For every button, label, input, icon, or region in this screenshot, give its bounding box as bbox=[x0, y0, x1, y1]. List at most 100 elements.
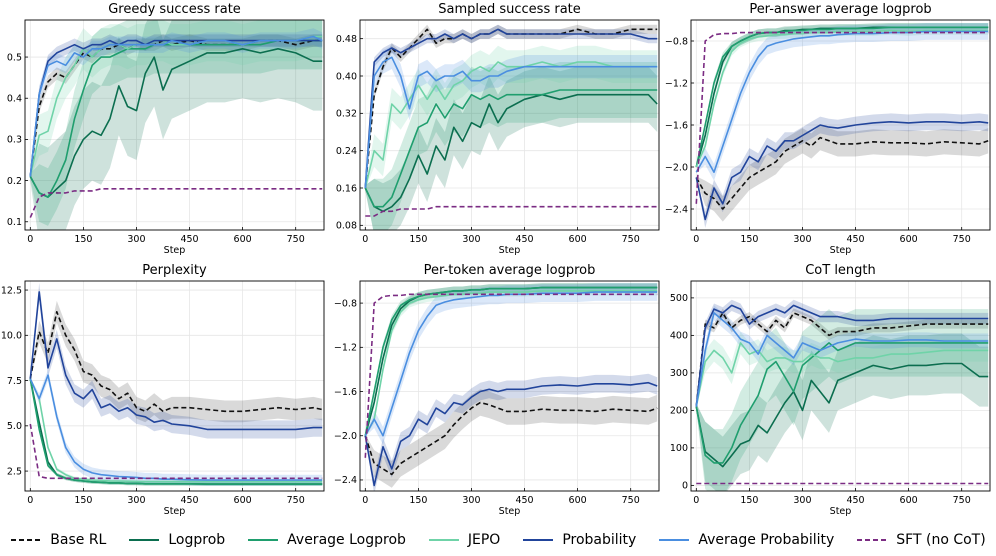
plot-area bbox=[29, 20, 323, 230]
plot-area bbox=[364, 24, 658, 230]
x-tick-label: 0 bbox=[693, 234, 699, 245]
series-line-base-rl bbox=[29, 310, 323, 413]
band-base-rl bbox=[30, 300, 323, 423]
y-tick-label: 0.1 bbox=[7, 217, 22, 228]
legend-item-jepo: JEPO bbox=[428, 532, 500, 548]
axes-frame bbox=[359, 19, 660, 231]
axes-frame bbox=[690, 280, 991, 492]
y-tick-label: 0.08 bbox=[336, 221, 357, 232]
chart-panel-per-token-average-logprob: Per-token average logprob 0 150 300 450 600 75… bbox=[334, 263, 660, 517]
chart-title: Greedy success rate bbox=[108, 2, 241, 17]
band-average-probability bbox=[696, 23, 989, 181]
series-line-sft-no-cot bbox=[365, 205, 658, 217]
y-tick-label: 400 bbox=[670, 331, 688, 342]
y-tick-label: 0.48 bbox=[336, 34, 357, 45]
x-axis-label: Step bbox=[830, 506, 852, 517]
x-tick-label: 150 bbox=[740, 495, 758, 506]
x-tick-label: 150 bbox=[409, 495, 427, 506]
x-axis-label: Step bbox=[830, 245, 852, 256]
series-line-average-logprob bbox=[695, 342, 989, 464]
legend-swatch bbox=[659, 539, 690, 541]
x-tick-label: 0 bbox=[27, 234, 33, 245]
y-tick-label: 2.5 bbox=[7, 466, 22, 477]
figure-canvas: Greedy success rate 0 150 300 450 600 750 0.1 0.… bbox=[1, 2, 991, 517]
band-base-rl bbox=[30, 34, 323, 178]
legend-swatch bbox=[523, 539, 554, 541]
chart-title: Sampled success rate bbox=[438, 2, 581, 17]
series-line-average-probability bbox=[695, 30, 989, 173]
y-tick-label: −2.0 bbox=[334, 431, 357, 442]
band-base-rl bbox=[696, 308, 989, 408]
axes-frame bbox=[359, 280, 660, 492]
x-tick-label: 450 bbox=[180, 495, 198, 506]
series-line-jepo bbox=[695, 342, 989, 407]
x-tick-label: 450 bbox=[846, 495, 864, 506]
series-line-probability bbox=[29, 291, 323, 431]
plot-area bbox=[695, 299, 989, 491]
series-line-average-logprob bbox=[29, 39, 323, 198]
x-tick-label: 750 bbox=[953, 495, 971, 506]
series-line-base-rl bbox=[695, 312, 989, 407]
band-average-probability bbox=[365, 283, 658, 445]
x-tick-label: 0 bbox=[27, 495, 33, 506]
x-tick-label: 300 bbox=[127, 495, 145, 506]
series-line-jepo bbox=[364, 290, 658, 437]
x-tick-label: 150 bbox=[409, 234, 427, 245]
band-probability bbox=[696, 113, 989, 228]
x-tick-label: 750 bbox=[622, 234, 640, 245]
y-tick-label: 12.5 bbox=[1, 285, 22, 296]
x-tick-label: 750 bbox=[953, 234, 971, 245]
legend-label: Average Logprob bbox=[287, 532, 406, 548]
series-line-probability bbox=[695, 121, 989, 221]
y-tick-label: 0.16 bbox=[336, 183, 357, 194]
x-tick-label: 300 bbox=[793, 234, 811, 245]
band-probability bbox=[365, 373, 658, 491]
x-tick-label: 450 bbox=[180, 234, 198, 245]
legend-swatch bbox=[129, 539, 160, 541]
series-line-average-probability bbox=[364, 291, 658, 437]
x-tick-label: 600 bbox=[900, 495, 918, 506]
band-average-probability bbox=[365, 45, 658, 190]
series-line-base-rl bbox=[695, 136, 989, 210]
y-tick-label: −0.8 bbox=[334, 298, 357, 309]
series-line-average-logprob bbox=[364, 89, 658, 208]
series-line-sft-no-cot bbox=[29, 423, 323, 480]
series-line-probability bbox=[364, 28, 658, 189]
x-tick-label: 600 bbox=[234, 495, 252, 506]
x-tick-label: 150 bbox=[74, 234, 92, 245]
y-tick-label: −1.2 bbox=[334, 343, 357, 354]
series-line-logprob bbox=[364, 93, 658, 213]
x-axis-label: Step bbox=[499, 245, 521, 256]
band-jepo bbox=[696, 331, 989, 408]
y-tick-label: 100 bbox=[670, 443, 688, 454]
legend: Base RL Logprob Average Logprob JEPO Probabi… bbox=[0, 526, 996, 554]
band-jepo bbox=[30, 20, 323, 179]
y-tick-label: 0.3 bbox=[7, 135, 22, 146]
series-line-average-probability bbox=[364, 56, 658, 189]
band-logprob bbox=[365, 66, 658, 230]
series-line-sft-no-cot bbox=[364, 293, 658, 458]
x-axis-label: Step bbox=[164, 245, 186, 256]
legend-swatch bbox=[857, 539, 888, 541]
legend-swatch bbox=[248, 539, 279, 541]
band-jepo bbox=[365, 45, 658, 190]
series-line-probability bbox=[695, 304, 989, 407]
plot-area bbox=[364, 283, 658, 491]
legend-label: Base RL bbox=[50, 532, 107, 548]
band-average-probability bbox=[696, 305, 989, 408]
legend-label: Average Probability bbox=[698, 532, 835, 548]
y-tick-label: 0 bbox=[682, 481, 688, 492]
y-tick-label: 0.32 bbox=[336, 109, 357, 120]
x-axis-label: Step bbox=[499, 506, 521, 517]
band-average-logprob bbox=[365, 62, 658, 230]
legend-item-average-probability: Average Probability bbox=[658, 532, 834, 548]
y-tick-label: 0.40 bbox=[336, 71, 357, 82]
y-tick-label: 5.0 bbox=[7, 421, 22, 432]
band-average-logprob bbox=[30, 20, 323, 226]
legend-item-probability: Probability bbox=[522, 532, 636, 548]
series-line-average-logprob bbox=[364, 286, 658, 436]
chart-title: Per-answer average logprob bbox=[749, 2, 931, 17]
axes-frame bbox=[24, 280, 325, 492]
y-tick-label: −1.6 bbox=[334, 387, 357, 398]
x-tick-label: 600 bbox=[569, 234, 587, 245]
